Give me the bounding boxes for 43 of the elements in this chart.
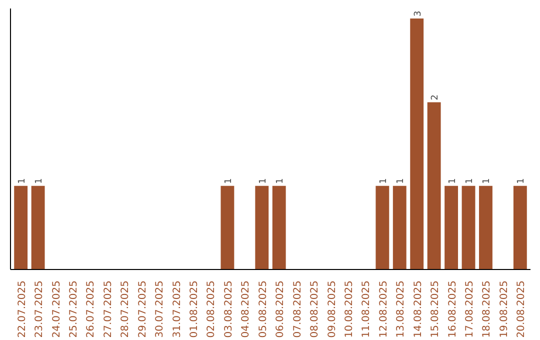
data-label: 3 — [413, 10, 424, 17]
x-tick-label: 10.08.2025 — [344, 280, 355, 338]
x-tick-label: 04.08.2025 — [240, 280, 252, 338]
x-tick-label: 03.08.2025 — [223, 280, 234, 338]
x-tick-label: 18.08.2025 — [482, 280, 493, 338]
x-tick-label: 31.07.2025 — [172, 280, 183, 338]
x-tick-label: 29.07.2025 — [137, 280, 148, 338]
data-label: 1 — [378, 178, 389, 184]
x-tick-label: 15.08.2025 — [430, 280, 442, 338]
x-tick-label: 25.07.2025 — [68, 280, 80, 338]
x-tick-label: 07.08.2025 — [292, 280, 304, 338]
x-tick-label: 06.08.2025 — [275, 280, 286, 338]
x-tick-label: 14.08.2025 — [412, 280, 424, 338]
x-tick-label: 22.07.2025 — [16, 280, 28, 338]
x-tick-label: 30.07.2025 — [154, 280, 166, 338]
data-label: 1 — [396, 178, 406, 184]
data-label: 1 — [465, 178, 476, 184]
x-tick-label: 23.07.2025 — [34, 280, 46, 338]
x-tick-label: 02.08.2025 — [206, 280, 218, 338]
data-label: 1 — [448, 178, 458, 184]
data-label: 1 — [516, 178, 527, 184]
x-tick-label: 16.08.2025 — [447, 280, 458, 338]
x-tick-label: 19.08.2025 — [498, 280, 510, 338]
x-tick-label: 13.08.2025 — [396, 280, 407, 338]
x-tick-label: 24.07.2025 — [51, 280, 62, 338]
x-tick-label: 27.07.2025 — [102, 280, 114, 338]
x-tick-label: 28.07.2025 — [120, 280, 132, 338]
x-tick-label: 05.08.2025 — [258, 280, 269, 338]
data-label: 1 — [276, 178, 286, 184]
x-tick-label: 12.08.2025 — [378, 280, 390, 338]
x-tick-label: 11.08.2025 — [361, 280, 372, 338]
x-tick-label: 26.07.2025 — [86, 280, 97, 338]
data-label: 1 — [34, 178, 45, 184]
x-tick-label: 01.08.2025 — [189, 280, 200, 338]
data-label: 1 — [258, 178, 268, 184]
x-tick-label: 20.08.2025 — [516, 280, 528, 338]
data-label: 2 — [430, 94, 441, 100]
x-tick-label: 09.08.2025 — [326, 280, 338, 338]
x-tick-label: 08.08.2025 — [310, 280, 321, 338]
x-tick-label: 17.08.2025 — [464, 280, 476, 338]
data-label: 1 — [17, 178, 28, 184]
data-label: 1 — [224, 178, 234, 184]
data-label: 1 — [482, 178, 492, 184]
